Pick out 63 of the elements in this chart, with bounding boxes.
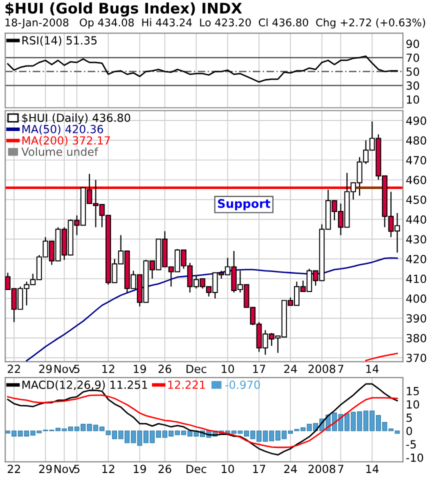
y-tick-label: 450 [406,196,426,204]
x-tick-label: 7 [338,364,344,373]
y-tick-label: 390 [406,314,426,323]
x-tick-label: 22 [8,364,20,373]
x-tick-label: 14 [366,464,379,473]
x-tick-label: 17 [253,464,266,473]
y-tick-label: 10 [406,95,420,104]
x-tick-label: 19 [134,364,146,374]
y-tick-label: -5 [406,440,416,449]
x-tick-label: 5 [74,364,80,374]
y-tick-label: 70 [406,54,420,62]
legend-label: $HUI (Daily) 436.80 [22,113,130,124]
x-tick-label: 22 [8,464,20,473]
y-tick-label: 430 [406,235,426,244]
y-tick-label: 5 [406,414,412,422]
x-tick-label: 26 [158,364,172,374]
x-tick-label: 10 [222,364,234,374]
x-tick-label: Nov [54,464,75,474]
annotation: Volume undef [21,147,98,156]
y-tick-label: 490 [406,116,426,125]
legend-label: MA(200) 372.17 [22,136,110,146]
y-tick-label: 460 [406,176,426,184]
y-tick-label: 380 [406,334,426,342]
x-tick-label: 2008 [308,364,336,374]
x-tick-label: 29 [39,464,52,474]
chart-title: $HUI (Gold Bugs Index) INDX [6,2,242,17]
y-tick-label: 90 [406,40,420,48]
y-tick-label: 30 [406,81,420,90]
y-tick-label: 400 [406,294,426,303]
x-tick-label: Dec [186,464,206,474]
y-tick-label: 410 [406,274,426,284]
x-tick-label: 17 [253,364,266,373]
y-tick-label: 370 [406,354,426,362]
x-tick-label: 12 [102,464,114,473]
y-tick-label: 470 [406,156,426,164]
y-tick-label: 50 [406,67,420,76]
x-tick-label: 10 [222,464,234,474]
y-tick-label: 15 [406,387,419,396]
legend-label: MA(50) 420.36 [22,124,104,135]
x-tick-label: 2008 [308,464,336,474]
legend-label: 12.221 [168,380,205,389]
x-tick-label: 7 [338,464,344,473]
legend-label: -0.970 [225,380,260,389]
x-tick-label: 19 [134,464,146,474]
ref-line-label: Support [218,199,270,210]
y-tick-label: 440 [406,215,426,224]
x-tick-label: Dec [186,364,206,374]
x-tick-label: 26 [158,464,172,474]
y-tick-label: 480 [406,136,426,145]
chart-subtitle: 18-Jan-2008 Op 434.08 Hi 443.24 Lo 423.20 Cl 436.80 Chg +2.72 (+0.63%) [6,18,426,28]
y-tick-label: 420 [406,254,426,264]
y-tick-label: -10 [406,453,424,462]
x-tick-label: Nov [54,364,75,374]
x-tick-label: 24 [284,364,297,373]
x-tick-label: 24 [284,464,297,473]
legend-label: RSI(14) 51.35 [22,36,97,46]
x-tick-label: 14 [366,364,379,373]
y-tick-label: 10 [406,400,420,409]
y-tick-label: 0 [406,426,412,436]
x-tick-label: 5 [74,464,80,474]
x-tick-label: 12 [102,364,114,373]
x-tick-label: 29 [39,364,52,374]
legend-label: MACD(12,26,9) 11.251 [22,380,148,390]
